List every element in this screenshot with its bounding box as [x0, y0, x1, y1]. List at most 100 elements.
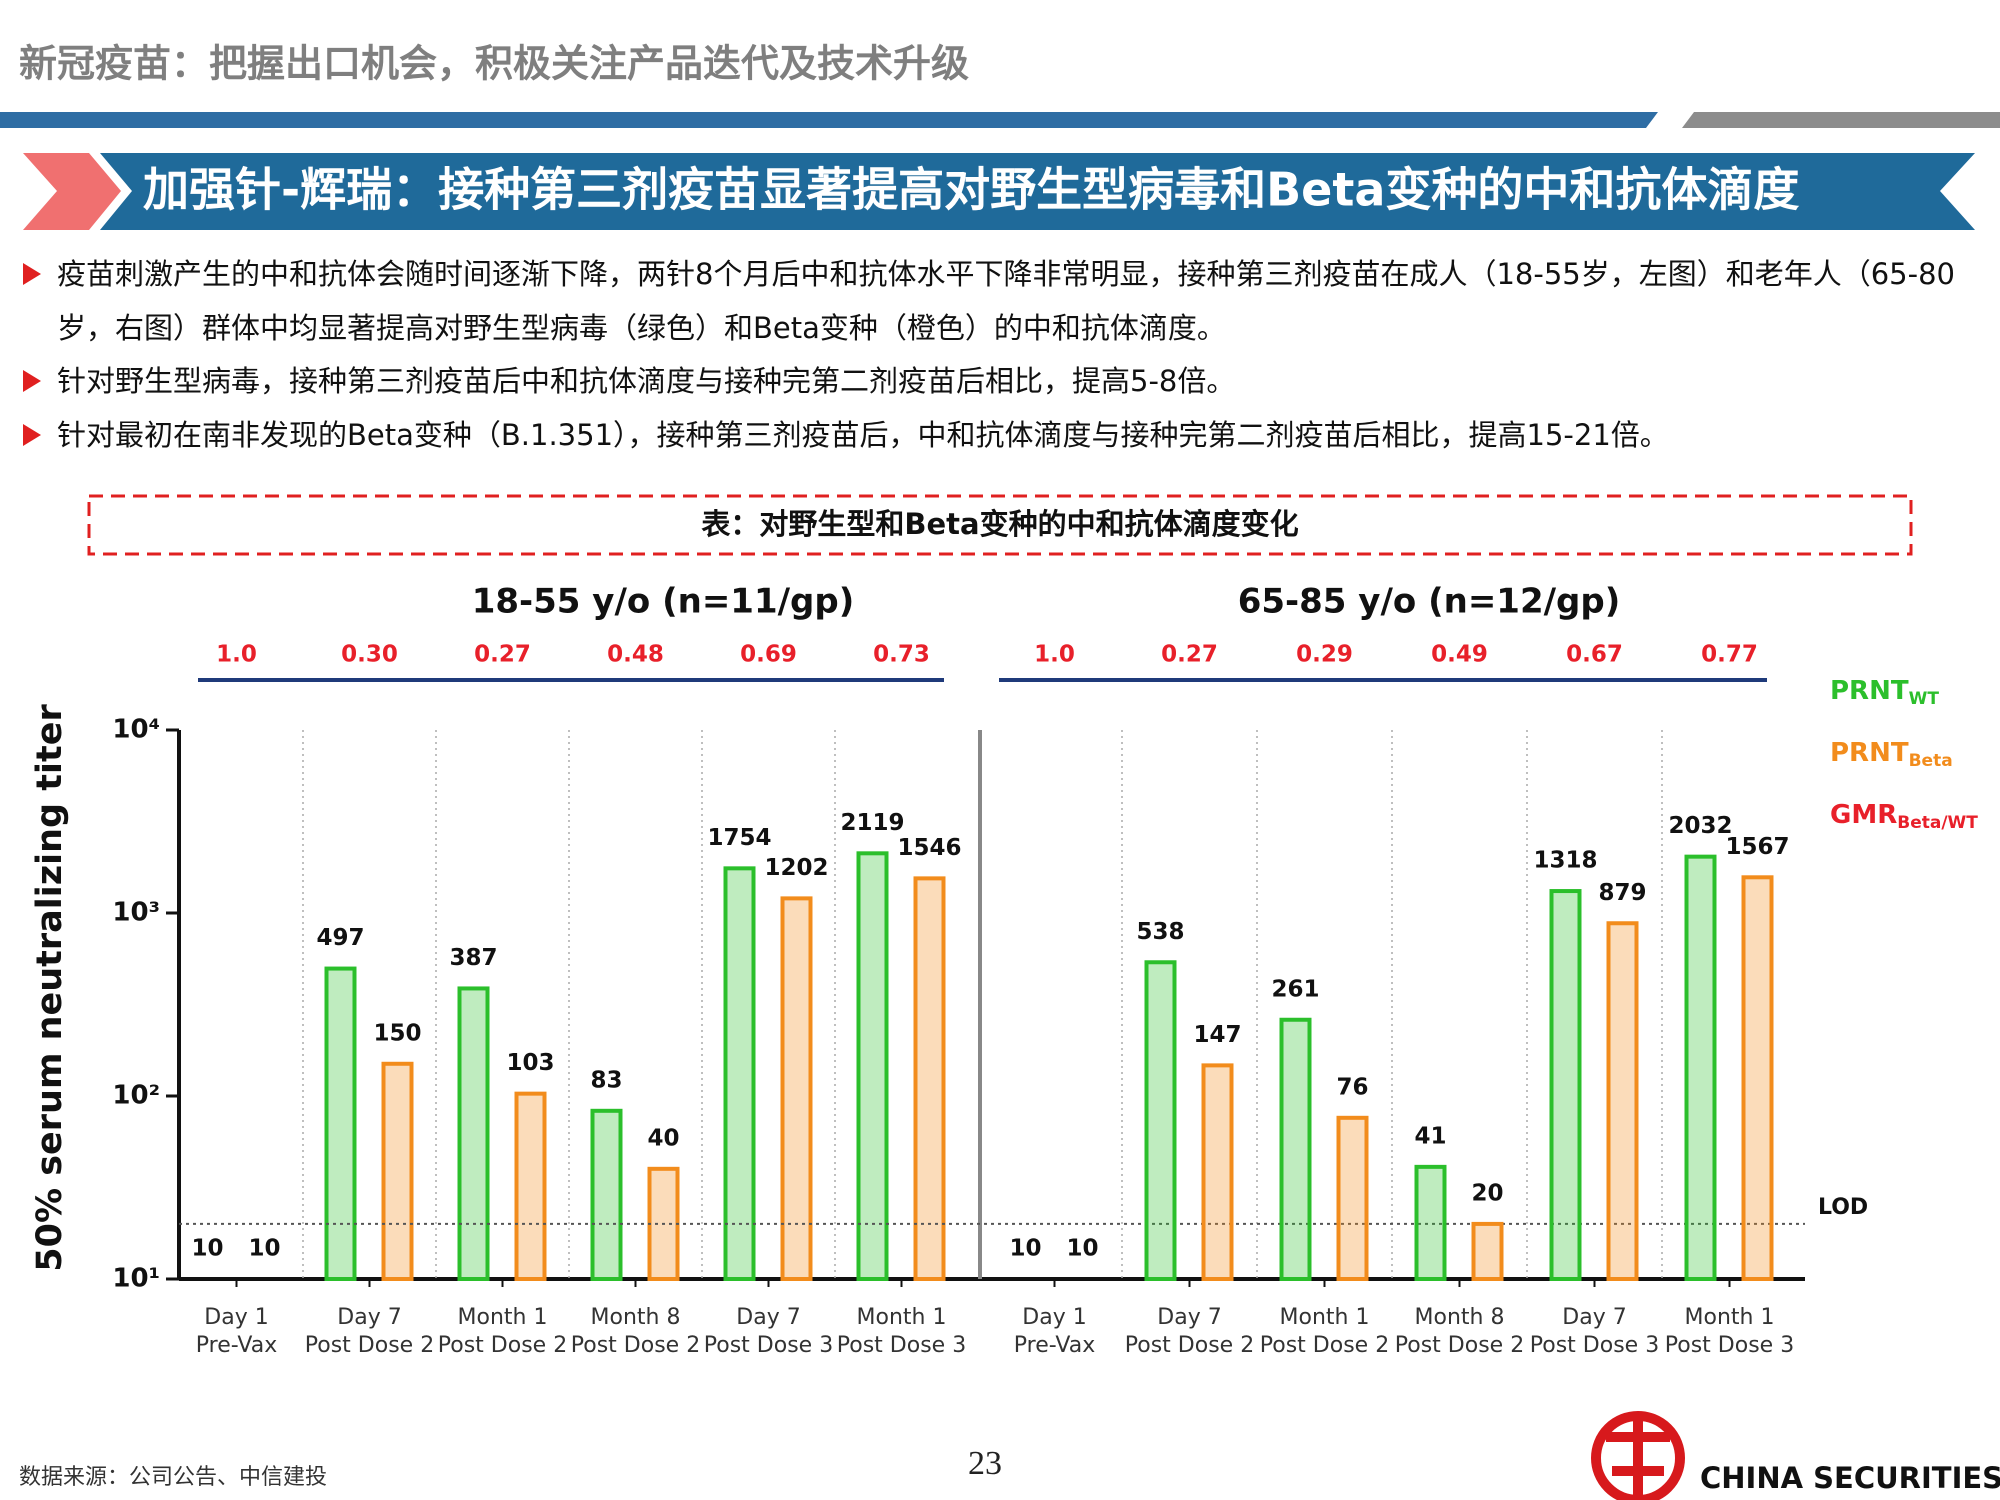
gmr-label: 0.67 — [1566, 642, 1623, 668]
value-label: 150 — [373, 1020, 421, 1046]
gmr-label: 0.49 — [1431, 642, 1488, 668]
x-tick-label: Post Dose 3 — [704, 1333, 833, 1358]
legend-entry-sub: Beta/WT — [1897, 813, 1978, 833]
value-label: 538 — [1136, 919, 1184, 945]
bullet: 针对野生型病毒，接种第三剂疫苗后中和抗体滴度与接种完第二剂疫苗后相比，提高5-8… — [23, 354, 1957, 408]
table-title-box — [87, 494, 1913, 556]
value-label: 497 — [316, 925, 364, 951]
bar — [1414, 1164, 1447, 1282]
x-tick-label: Post Dose 2 — [571, 1333, 700, 1358]
header-bar — [0, 112, 1658, 128]
bullet: 针对最初在南非发现的Beta变种（B.1.351），接种第三剂疫苗后，中和抗体滴… — [23, 408, 1957, 462]
bar — [780, 896, 813, 1282]
slide-title: 新冠疫苗：把握出口机会，积极关注产品迭代及技术升级 — [19, 42, 969, 86]
gmr-label: 0.29 — [1296, 642, 1353, 668]
x-tick-label: Day 1 — [204, 1305, 268, 1330]
value-label: 2032 — [1668, 813, 1732, 839]
bar — [1336, 1115, 1369, 1282]
x-tick-label: Post Dose 3 — [1530, 1333, 1659, 1358]
value-label: 2119 — [840, 810, 904, 836]
x-tick-label: Month 1 — [857, 1305, 947, 1330]
value-label: 40 — [647, 1125, 679, 1151]
value-label: 1546 — [897, 835, 961, 861]
x-tick-label: Day 7 — [736, 1305, 800, 1330]
x-tick-label: Post Dose 2 — [1260, 1333, 1389, 1358]
x-tick-label: Post Dose 3 — [1665, 1333, 1794, 1358]
bar — [856, 851, 889, 1282]
x-tick-label: Post Dose 2 — [1395, 1333, 1524, 1358]
value-label: 387 — [449, 945, 497, 971]
legend-entry-sub: Beta — [1909, 751, 1953, 771]
value-label: 76 — [1336, 1074, 1368, 1100]
bar — [457, 986, 490, 1282]
x-tick-label: Month 1 — [1280, 1305, 1370, 1330]
legend-entry-main: PRNT — [1830, 738, 1909, 768]
value-label: 1318 — [1533, 848, 1597, 874]
y-tick-label: 10² — [112, 1081, 160, 1111]
panel-title: 65-85 y/o (n=12/gp) — [1238, 582, 1621, 622]
bar — [1549, 889, 1582, 1281]
value-label: 879 — [1598, 880, 1646, 906]
value-label: 10 — [1009, 1236, 1041, 1262]
banner-band — [100, 153, 1975, 230]
header-bar-gray — [1682, 112, 2000, 128]
x-tick-label: Post Dose 2 — [438, 1333, 567, 1358]
x-tick-label: Post Dose 2 — [1125, 1333, 1254, 1358]
value-label: 1754 — [707, 825, 771, 851]
bar — [1606, 921, 1639, 1282]
gmr-label: 0.73 — [873, 642, 930, 668]
gmr-label: 0.69 — [740, 642, 797, 668]
bar — [381, 1061, 414, 1281]
x-tick-label: Pre-Vax — [1014, 1333, 1095, 1358]
y-tick-label: 10⁴ — [112, 715, 160, 745]
x-tick-label: Post Dose 3 — [837, 1333, 966, 1358]
x-tick-label: Month 1 — [458, 1305, 548, 1330]
banner-text: 加强针-辉瑞：接种第三剂疫苗显著提高对野生型病毒和Beta变种的中和抗体滴度 — [143, 163, 1799, 217]
value-label: 1567 — [1725, 834, 1789, 860]
y-tick-label: 10³ — [112, 898, 160, 928]
table-title: 表：对野生型和Beta变种的中和抗体滴度变化 — [701, 507, 1298, 541]
bar — [324, 966, 357, 1281]
bar — [1684, 854, 1717, 1281]
legend-entry: PRNTWT — [1830, 676, 1939, 710]
y-axis-label: 50% serum neutralizing titer — [30, 704, 70, 1272]
legend-entry: PRNTBeta — [1830, 738, 1953, 772]
bar — [1144, 960, 1177, 1281]
gmr-label: 0.27 — [474, 642, 531, 668]
gmr-label: 0.77 — [1701, 642, 1758, 668]
y-tick-label: 10¹ — [112, 1264, 160, 1294]
gmr-label: 0.27 — [1161, 642, 1218, 668]
x-tick-label: Day 1 — [1022, 1305, 1086, 1330]
value-label: 41 — [1414, 1123, 1446, 1149]
x-tick-label: Post Dose 2 — [305, 1333, 434, 1358]
gmr-label: 0.30 — [341, 642, 398, 668]
x-tick-label: Day 7 — [1157, 1305, 1221, 1330]
x-tick-label: Month 1 — [1685, 1305, 1775, 1330]
value-label: 261 — [1271, 976, 1319, 1002]
bar — [723, 866, 756, 1281]
legend-entry-sub: WT — [1909, 689, 1940, 709]
bar — [913, 876, 946, 1281]
gmr-label: 1.0 — [1034, 642, 1075, 668]
bar — [590, 1108, 623, 1281]
bar — [514, 1091, 547, 1281]
x-tick-label: Pre-Vax — [196, 1333, 277, 1358]
value-label: 83 — [590, 1067, 622, 1093]
bar — [1201, 1063, 1234, 1282]
value-label: 20 — [1471, 1180, 1503, 1206]
legend-entry: GMRBeta/WT — [1830, 800, 1978, 834]
panel-title: 18-55 y/o (n=11/gp) — [472, 582, 855, 622]
value-label: 1202 — [764, 855, 828, 881]
legend-entry-main: GMR — [1830, 800, 1897, 830]
bar — [1471, 1221, 1504, 1281]
logo-mark — [1591, 1411, 1685, 1500]
value-label: 103 — [506, 1050, 554, 1076]
x-tick-label: Day 7 — [337, 1305, 401, 1330]
bullet: 疫苗刺激产生的中和抗体会随时间逐渐下降，两针8个月后中和抗体水平下降非常明显，接… — [23, 247, 1957, 355]
bullet-text: 针对野生型病毒，接种第三剂疫苗后中和抗体滴度与接种完第二剂疫苗后相比，提高5-8… — [57, 364, 1236, 398]
x-tick-label: Day 7 — [1562, 1305, 1626, 1330]
source: 数据来源：公司公告、中信建投 — [19, 1465, 327, 1490]
value-label: 10 — [248, 1236, 280, 1262]
logo-text: CHINA SECURITIES — [1700, 1461, 2000, 1495]
